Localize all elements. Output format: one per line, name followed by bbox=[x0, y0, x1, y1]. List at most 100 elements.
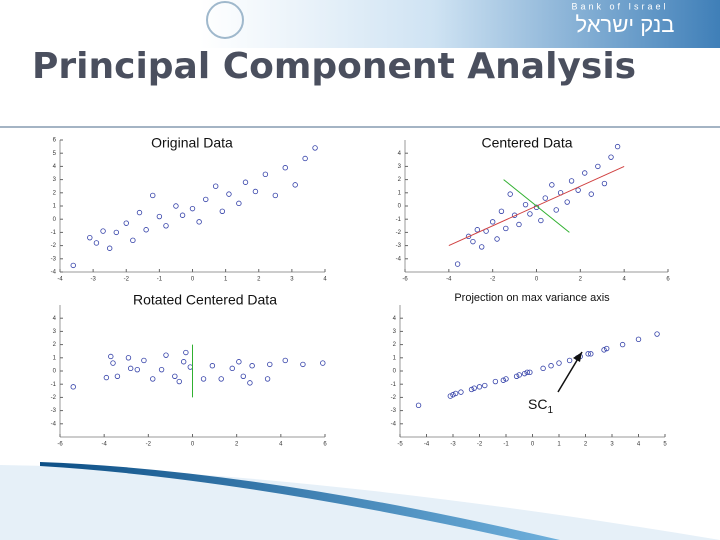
point bbox=[282, 165, 288, 171]
point bbox=[292, 182, 298, 188]
y-tick-label: 3 bbox=[393, 329, 397, 335]
x-tick-label: -1 bbox=[157, 277, 163, 283]
point bbox=[125, 355, 132, 361]
point bbox=[619, 341, 626, 348]
y-tick-label: 2 bbox=[53, 342, 57, 348]
point bbox=[173, 203, 179, 209]
point bbox=[262, 171, 269, 178]
point bbox=[476, 384, 483, 390]
plot-title: Centered Data bbox=[481, 135, 572, 151]
point bbox=[108, 353, 114, 360]
x-tick-label: 1 bbox=[224, 277, 228, 283]
point bbox=[87, 234, 93, 241]
point bbox=[93, 240, 100, 246]
y-tick-label: -3 bbox=[51, 256, 57, 262]
annotation-arrowhead bbox=[573, 352, 582, 362]
y-tick-label: 0 bbox=[393, 369, 397, 375]
point bbox=[249, 363, 255, 369]
point bbox=[588, 191, 594, 197]
y-tick-label: 6 bbox=[53, 138, 57, 144]
point bbox=[203, 196, 209, 203]
point bbox=[267, 361, 273, 368]
point bbox=[582, 170, 588, 176]
point bbox=[479, 244, 485, 250]
y-tick-label: 3 bbox=[53, 329, 57, 335]
x-tick-label: 3 bbox=[290, 277, 294, 283]
point bbox=[482, 382, 488, 389]
point bbox=[494, 236, 500, 242]
y-tick-label: 2 bbox=[398, 177, 402, 183]
point bbox=[200, 376, 207, 382]
point bbox=[302, 155, 308, 162]
y-tick-label: 4 bbox=[393, 316, 397, 322]
y-tick-label: 1 bbox=[393, 355, 397, 361]
point bbox=[236, 359, 242, 365]
x-tick-label: -6 bbox=[57, 442, 63, 448]
point bbox=[450, 392, 456, 398]
point bbox=[114, 373, 121, 379]
y-tick-label: 2 bbox=[53, 190, 57, 196]
x-tick-label: 2 bbox=[235, 442, 239, 448]
point bbox=[158, 366, 165, 373]
point bbox=[454, 261, 461, 267]
annotation-text: SC bbox=[528, 396, 547, 412]
point bbox=[604, 345, 610, 352]
y-tick-label: 2 bbox=[393, 342, 397, 348]
point bbox=[507, 191, 513, 197]
point bbox=[130, 237, 136, 244]
point bbox=[549, 182, 555, 188]
point bbox=[240, 373, 246, 379]
x-tick-label: 6 bbox=[323, 442, 327, 448]
point bbox=[70, 384, 76, 390]
footer-swoosh bbox=[40, 462, 560, 540]
point bbox=[180, 359, 187, 365]
point bbox=[471, 385, 477, 391]
point bbox=[542, 195, 548, 201]
point bbox=[595, 163, 601, 170]
point bbox=[521, 370, 528, 377]
y-tick-label: 0 bbox=[398, 204, 402, 210]
y-tick-label: 0 bbox=[53, 369, 57, 375]
point bbox=[127, 365, 134, 372]
point bbox=[150, 376, 156, 382]
point bbox=[540, 365, 546, 372]
y-tick-label: -2 bbox=[51, 243, 57, 249]
point bbox=[601, 180, 608, 187]
point bbox=[474, 227, 481, 233]
point bbox=[465, 233, 472, 240]
y-tick-label: -3 bbox=[391, 408, 397, 414]
point bbox=[196, 219, 202, 225]
point bbox=[635, 336, 642, 343]
y-tick-label: 4 bbox=[53, 164, 57, 170]
plot-title: Projection on max variance axis bbox=[454, 292, 610, 304]
point bbox=[163, 223, 169, 229]
x-tick-label: 4 bbox=[637, 442, 641, 448]
point bbox=[522, 201, 529, 208]
y-tick-label: 4 bbox=[398, 151, 402, 157]
y-tick-label: -4 bbox=[391, 421, 397, 427]
point bbox=[183, 349, 189, 356]
y-tick-label: -3 bbox=[396, 243, 402, 249]
point bbox=[143, 227, 149, 233]
x-tick-label: 4 bbox=[323, 277, 327, 283]
x-tick-label: -2 bbox=[124, 277, 130, 283]
y-tick-label: -4 bbox=[51, 421, 57, 427]
x-tick-label: 1 bbox=[557, 442, 561, 448]
point bbox=[575, 187, 581, 193]
y-tick-label: -1 bbox=[51, 382, 57, 388]
point bbox=[503, 225, 509, 232]
point bbox=[106, 245, 113, 251]
point bbox=[141, 357, 147, 364]
plots: -4 -3 -2 -1 0 1 2 3 4 5 6 -4 -3 -2 -1 0 1 2 3 4 Original Dat… bbox=[51, 135, 671, 448]
point bbox=[556, 360, 562, 366]
x-tick-label: -2 bbox=[477, 442, 483, 448]
point bbox=[524, 369, 530, 376]
annotation: SC1 bbox=[528, 396, 553, 416]
y-tick-label: -2 bbox=[391, 395, 397, 401]
y-tick-label: -4 bbox=[51, 270, 57, 276]
point bbox=[614, 143, 621, 150]
point bbox=[601, 347, 607, 353]
y-tick-label: -2 bbox=[51, 395, 57, 401]
point bbox=[516, 221, 522, 228]
